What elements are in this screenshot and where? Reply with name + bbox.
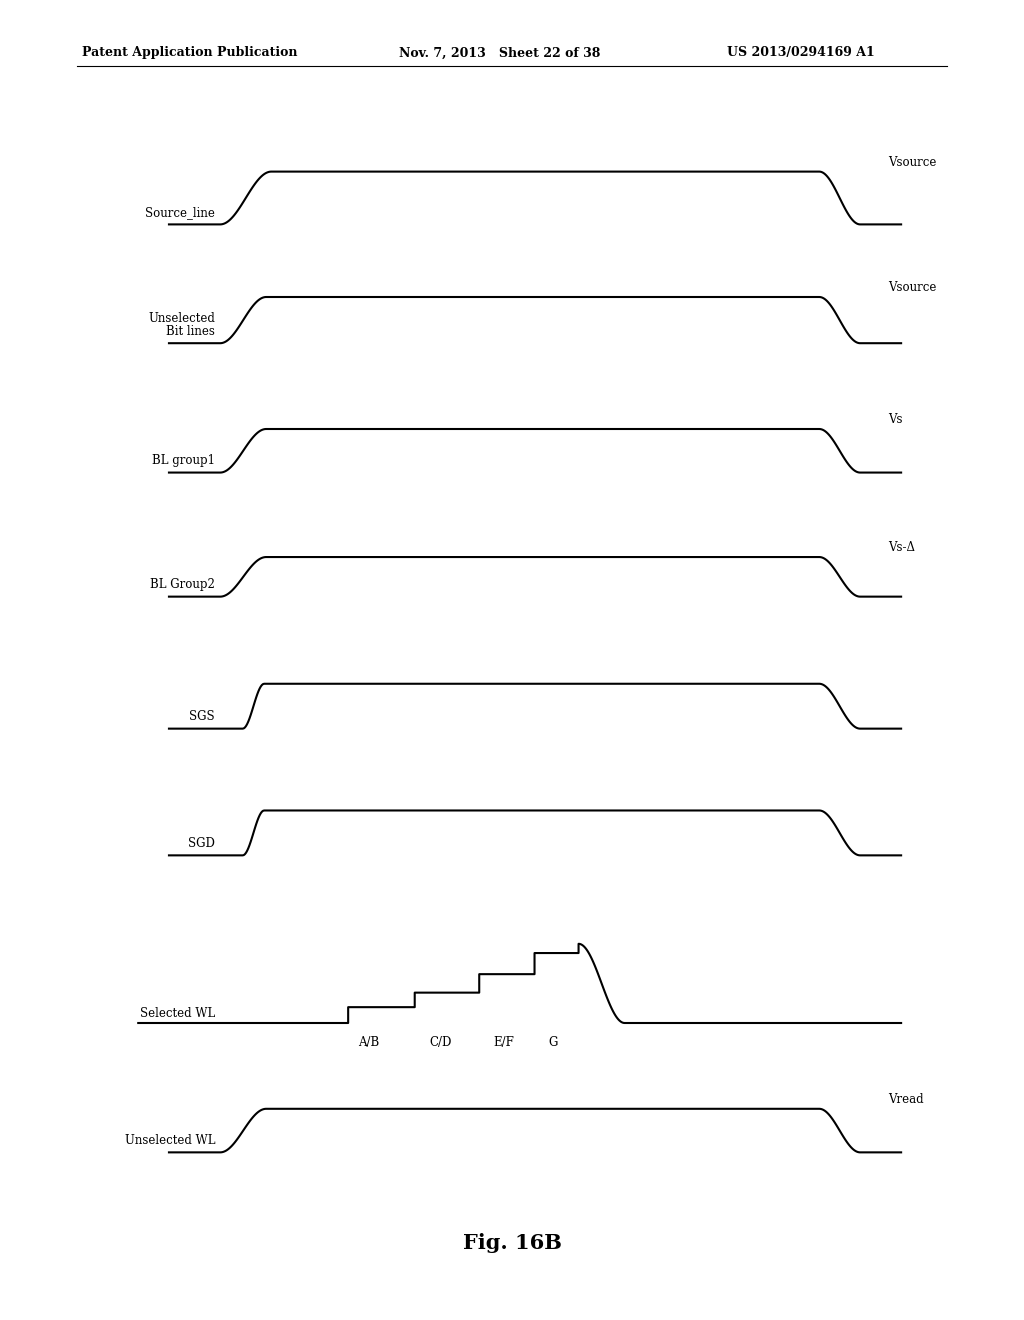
Text: C/D: C/D	[429, 1036, 452, 1049]
Text: Vs: Vs	[888, 413, 902, 426]
Text: Unselected: Unselected	[148, 312, 215, 325]
Text: E/F: E/F	[494, 1036, 514, 1049]
Text: Source_line: Source_line	[145, 206, 215, 219]
Text: Bit lines: Bit lines	[166, 325, 215, 338]
Text: Selected WL: Selected WL	[140, 1007, 215, 1020]
Text: Fig. 16B: Fig. 16B	[463, 1233, 561, 1254]
Text: Patent Application Publication: Patent Application Publication	[82, 46, 297, 59]
Text: SGD: SGD	[188, 837, 215, 850]
Text: BL group1: BL group1	[152, 454, 215, 467]
Text: Unselected WL: Unselected WL	[125, 1134, 215, 1147]
Text: Vread: Vread	[888, 1093, 924, 1106]
Text: Nov. 7, 2013   Sheet 22 of 38: Nov. 7, 2013 Sheet 22 of 38	[399, 46, 601, 59]
Text: A/B: A/B	[358, 1036, 379, 1049]
Text: Vs-Δ: Vs-Δ	[888, 541, 914, 554]
Text: SGS: SGS	[189, 710, 215, 723]
Text: G: G	[548, 1036, 558, 1049]
Text: Vsource: Vsource	[888, 281, 936, 294]
Text: Vsource: Vsource	[888, 156, 936, 169]
Text: BL Group2: BL Group2	[151, 578, 215, 591]
Text: US 2013/0294169 A1: US 2013/0294169 A1	[727, 46, 874, 59]
